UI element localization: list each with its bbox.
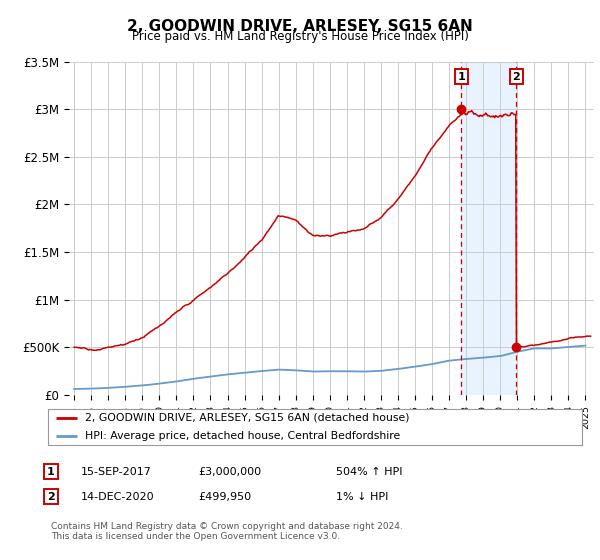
Text: 1% ↓ HPI: 1% ↓ HPI [336, 492, 388, 502]
Text: 2, GOODWIN DRIVE, ARLESEY, SG15 6AN (detached house): 2, GOODWIN DRIVE, ARLESEY, SG15 6AN (det… [85, 413, 410, 423]
Text: 1: 1 [457, 72, 465, 82]
Text: 15-SEP-2017: 15-SEP-2017 [81, 466, 152, 477]
Text: £499,950: £499,950 [198, 492, 251, 502]
Text: HPI: Average price, detached house, Central Bedfordshire: HPI: Average price, detached house, Cent… [85, 431, 401, 441]
Text: 14-DEC-2020: 14-DEC-2020 [81, 492, 155, 502]
Text: 1: 1 [47, 466, 55, 477]
Text: Price paid vs. HM Land Registry's House Price Index (HPI): Price paid vs. HM Land Registry's House … [131, 30, 469, 43]
Bar [461, 62, 517, 395]
Text: 504% ↑ HPI: 504% ↑ HPI [336, 466, 403, 477]
Text: 2: 2 [512, 72, 520, 82]
Text: £3,000,000: £3,000,000 [198, 466, 261, 477]
Text: 2: 2 [47, 492, 55, 502]
Text: 2, GOODWIN DRIVE, ARLESEY, SG15 6AN: 2, GOODWIN DRIVE, ARLESEY, SG15 6AN [127, 19, 473, 34]
Text: Contains HM Land Registry data © Crown copyright and database right 2024.
This d: Contains HM Land Registry data © Crown c… [51, 522, 403, 542]
